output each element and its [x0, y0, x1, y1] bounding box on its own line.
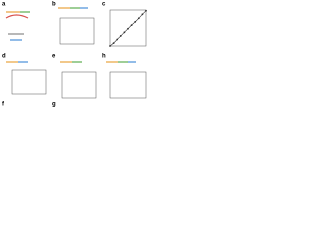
panel-label: h	[102, 54, 106, 60]
panel-label: b	[52, 2, 56, 8]
figure: a b c d e f g h	[2, 2, 147, 108]
panel-label: f	[2, 102, 5, 108]
panel-label: e	[52, 54, 56, 60]
data-point	[137, 17, 140, 20]
data-point	[127, 27, 129, 30]
data-point	[134, 20, 137, 23]
data-point	[119, 35, 122, 37]
panel-label: d	[2, 54, 6, 60]
data-point	[130, 24, 133, 27]
data-point	[112, 42, 115, 45]
panel-label: c	[102, 2, 106, 8]
data-point	[109, 45, 111, 47]
data-point	[123, 31, 126, 34]
data-point	[116, 38, 119, 41]
data-point	[145, 9, 147, 12]
panel-label: a	[2, 2, 6, 8]
data-point	[141, 13, 144, 16]
decor	[5, 7, 147, 99]
panel-label: g	[52, 102, 56, 108]
